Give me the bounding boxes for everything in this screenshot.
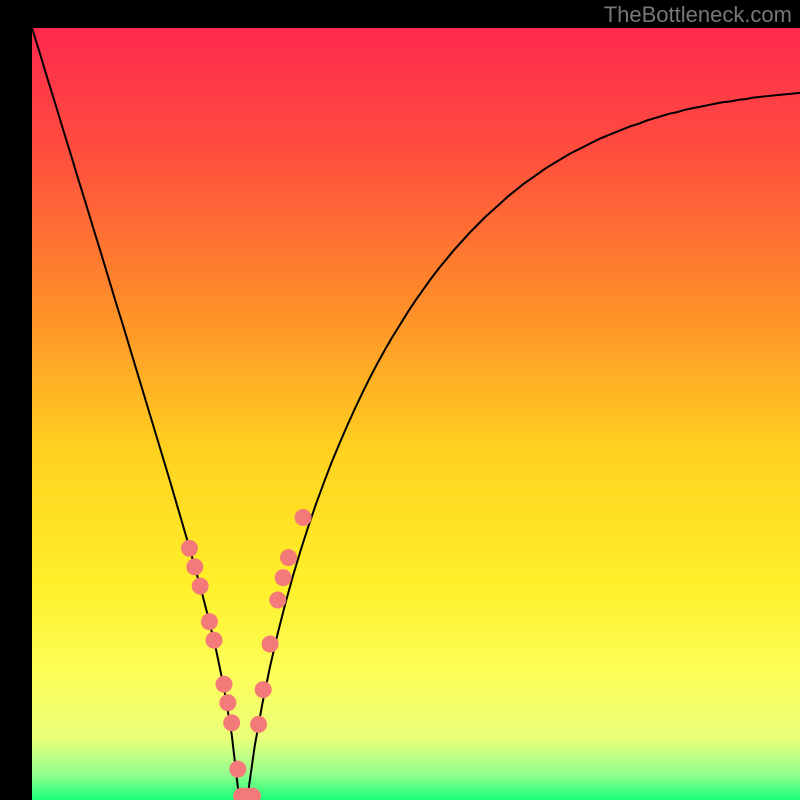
bottleneck-curve (32, 28, 800, 800)
plot-area (32, 28, 800, 800)
data-marker (181, 540, 198, 557)
data-marker (219, 694, 236, 711)
data-marker (250, 716, 267, 733)
data-marker (206, 632, 223, 649)
plot-svg (32, 28, 800, 800)
data-marker (280, 549, 297, 566)
data-marker (216, 676, 233, 693)
data-marker (229, 761, 246, 778)
data-marker (192, 578, 209, 595)
data-marker (262, 636, 279, 653)
data-marker (223, 714, 240, 731)
data-marker (255, 681, 272, 698)
data-marker (269, 592, 286, 609)
data-marker (201, 613, 218, 630)
data-marker (275, 569, 292, 586)
data-marker (295, 509, 312, 526)
chart-container: TheBottleneck.com (0, 0, 800, 800)
watermark-text: TheBottleneck.com (604, 2, 792, 28)
data-marker (186, 558, 203, 575)
